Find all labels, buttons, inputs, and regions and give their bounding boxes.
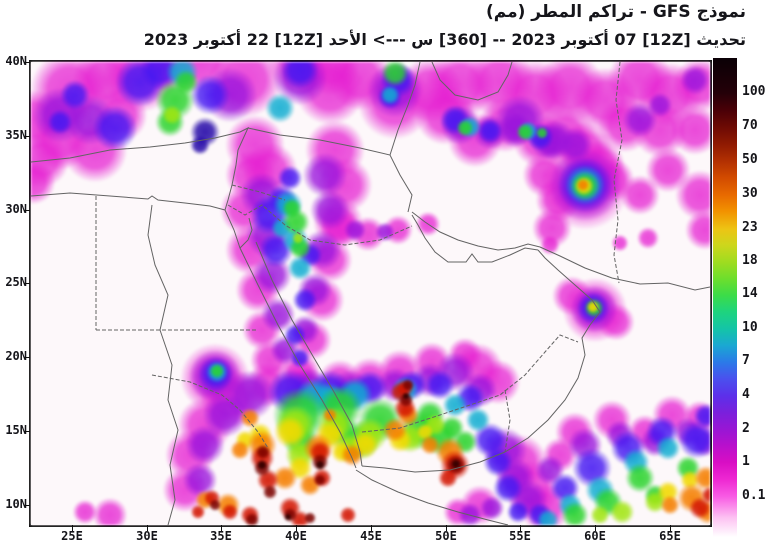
lat-tick-mark	[24, 357, 30, 358]
map-outline	[247, 127, 413, 213]
lat-tick-label: 25N	[5, 275, 27, 289]
map-outline	[239, 409, 269, 449]
colorbar-value-label: 50	[742, 152, 758, 167]
lon-tick-label: 30E	[136, 529, 158, 543]
map-outline	[355, 469, 509, 525]
map-outline	[231, 184, 286, 201]
colorbar-value-label: 4	[742, 387, 750, 402]
map-title: نموذج GFS - تراكم المطر (مم)	[485, 2, 746, 22]
colorbar-value-label: 23	[742, 220, 758, 235]
map-outline	[31, 126, 250, 211]
country-coastline-outlines	[31, 62, 710, 525]
colorbar-value-label: 100	[742, 84, 766, 99]
map-outline	[504, 249, 601, 453]
lat-tick-label: 40N	[5, 54, 27, 68]
lat-tick-mark	[24, 136, 30, 137]
lon-tick-mark	[296, 525, 297, 531]
lon-tick-mark	[72, 525, 73, 531]
map-outline	[539, 246, 710, 291]
lon-tick-label: 65E	[659, 529, 681, 543]
lon-tick-label: 25E	[61, 529, 83, 543]
map-outline	[411, 214, 539, 263]
lat-tick-label: 10N	[5, 497, 27, 511]
map-frame	[29, 60, 712, 527]
lat-tick-mark	[24, 62, 30, 63]
colorbar-value-label: 2	[742, 421, 750, 436]
lon-tick-label: 45E	[360, 529, 382, 543]
map-outline	[239, 217, 253, 249]
map-outline	[613, 62, 623, 284]
lat-tick-label: 20N	[5, 349, 27, 363]
lat-tick-mark	[24, 283, 30, 284]
lon-tick-label: 40E	[285, 529, 307, 543]
map-outline	[389, 62, 421, 156]
lon-tick-mark	[595, 525, 596, 531]
map-outline	[504, 389, 511, 453]
lat-tick-label: 35N	[5, 128, 27, 142]
lat-tick-mark	[24, 210, 30, 211]
colorbar-value-label: 0.1	[742, 488, 766, 503]
lat-tick-mark	[24, 431, 30, 432]
colorbar-value-label: 7	[742, 353, 750, 368]
map-outline	[361, 451, 506, 473]
map-outline	[227, 204, 413, 246]
lon-tick-mark	[670, 525, 671, 531]
map-outline	[151, 374, 241, 411]
precipitation-field-canvas	[31, 62, 710, 525]
lon-tick-mark	[520, 525, 521, 531]
map-outline	[431, 62, 513, 101]
colorbar-value-label: 18	[742, 253, 758, 268]
map-outline	[411, 211, 541, 251]
map-outline	[361, 334, 579, 433]
colorbar-value-label: 14	[742, 286, 758, 301]
lon-tick-mark	[446, 525, 447, 531]
map-outline	[224, 209, 357, 469]
lat-tick-mark	[24, 505, 30, 506]
lon-tick-mark	[221, 525, 222, 531]
lon-tick-label: 35E	[210, 529, 232, 543]
colorbar-value-label: 30	[742, 186, 758, 201]
lon-tick-mark	[147, 525, 148, 531]
colorbar-value-label: 70	[742, 118, 758, 133]
lat-tick-label: 30N	[5, 202, 27, 216]
lon-tick-label: 60E	[584, 529, 606, 543]
map-subtitle-run-info: تحديث [12Z] 07 أكتوبر 2023 -- [360] س --…	[143, 30, 746, 49]
map-outline	[255, 241, 363, 467]
lon-tick-label: 50E	[435, 529, 457, 543]
precipitation-colorbar	[713, 58, 737, 537]
map-outline	[31, 192, 226, 211]
lon-tick-mark	[371, 525, 372, 531]
lon-tick-label: 55E	[509, 529, 531, 543]
lat-tick-label: 15N	[5, 423, 27, 437]
colorbar-value-label: 1	[742, 454, 750, 469]
colorbar-value-label: 10	[742, 320, 758, 335]
map-outline	[147, 204, 179, 525]
